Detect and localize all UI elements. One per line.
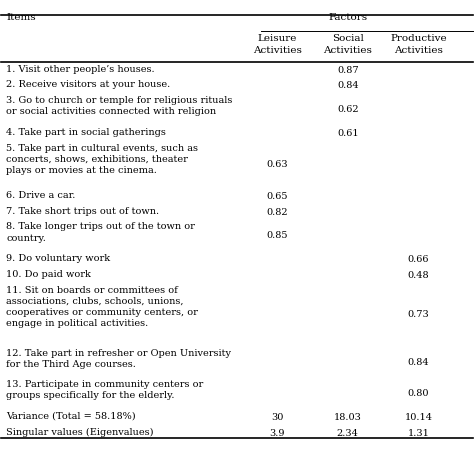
- Text: 7. Take short trips out of town.: 7. Take short trips out of town.: [6, 207, 159, 216]
- Text: 9. Do voluntary work: 9. Do voluntary work: [6, 254, 110, 263]
- Text: 30: 30: [271, 413, 283, 422]
- Text: 8. Take longer trips out of the town or
country.: 8. Take longer trips out of the town or …: [6, 222, 195, 243]
- Text: 12. Take part in refresher or Open University
for the Third Age courses.: 12. Take part in refresher or Open Unive…: [6, 349, 231, 369]
- Text: 0.48: 0.48: [408, 271, 429, 280]
- Text: 18.03: 18.03: [334, 413, 362, 422]
- Text: 0.87: 0.87: [337, 66, 358, 75]
- Text: 0.85: 0.85: [266, 231, 288, 240]
- Text: 0.63: 0.63: [266, 161, 288, 170]
- Text: 1.31: 1.31: [408, 428, 429, 437]
- Text: Factors: Factors: [328, 13, 367, 22]
- Text: 10. Do paid work: 10. Do paid work: [6, 270, 91, 279]
- Text: 0.66: 0.66: [408, 255, 429, 264]
- Text: Variance (Total = 58.18%): Variance (Total = 58.18%): [6, 412, 136, 421]
- Text: 3. Go to church or temple for religious rituals
or social activities connected w: 3. Go to church or temple for religious …: [6, 96, 232, 116]
- Text: 1. Visit other people’s houses.: 1. Visit other people’s houses.: [6, 65, 155, 74]
- Text: Social
Activities: Social Activities: [323, 35, 372, 55]
- Text: 4. Take part in social gatherings: 4. Take part in social gatherings: [6, 128, 166, 137]
- Text: 6. Drive a car.: 6. Drive a car.: [6, 191, 75, 200]
- Text: 0.82: 0.82: [266, 208, 288, 217]
- Text: 2. Receive visitors at your house.: 2. Receive visitors at your house.: [6, 80, 170, 89]
- Text: 2.34: 2.34: [337, 428, 359, 437]
- Text: 5. Take part in cultural events, such as
concerts, shows, exhibitions, theater
p: 5. Take part in cultural events, such as…: [6, 143, 198, 175]
- Text: 3.9: 3.9: [269, 428, 285, 437]
- Text: 0.65: 0.65: [266, 192, 288, 201]
- Text: 0.84: 0.84: [337, 82, 358, 90]
- Text: 13. Participate in community centers or
groups specifically for the elderly.: 13. Participate in community centers or …: [6, 380, 203, 400]
- Text: 0.84: 0.84: [408, 358, 429, 367]
- Text: 10.14: 10.14: [404, 413, 432, 422]
- Text: 11. Sit on boards or committees of
associations, clubs, schools, unions,
coopera: 11. Sit on boards or committees of assoc…: [6, 285, 198, 328]
- Text: 0.61: 0.61: [337, 129, 358, 138]
- Text: Leisure
Activities: Leisure Activities: [253, 35, 301, 55]
- Text: Singular values (Eigenvalues): Singular values (Eigenvalues): [6, 428, 154, 437]
- Text: Productive
Activities: Productive Activities: [390, 35, 447, 55]
- Text: 0.80: 0.80: [408, 389, 429, 398]
- Text: 0.73: 0.73: [408, 310, 429, 319]
- Text: 0.62: 0.62: [337, 105, 358, 114]
- Text: Items: Items: [6, 13, 36, 22]
